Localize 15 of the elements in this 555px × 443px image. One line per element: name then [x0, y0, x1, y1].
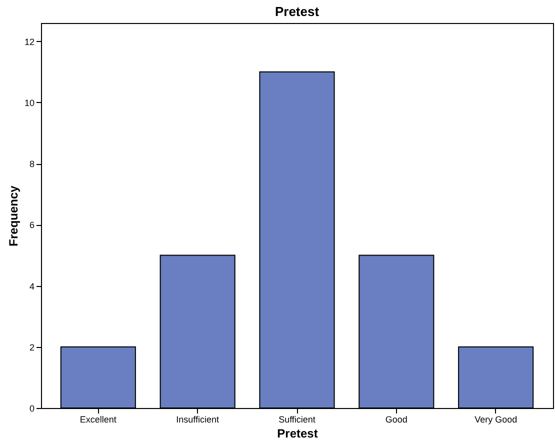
y-tick-label: 12	[24, 36, 34, 47]
x-tick-label: Very Good	[474, 414, 518, 424]
x-tick-label: Insufficient	[176, 414, 220, 424]
y-tick-label: 2	[29, 342, 34, 352]
y-tick-label: 10	[24, 98, 34, 108]
x-axis-title: Pretest	[277, 426, 318, 440]
x-tick-label: Good	[385, 414, 408, 424]
y-tick-label: 0	[29, 404, 34, 414]
x-tick-label: Sufficient	[278, 414, 316, 424]
y-tick-label: 8	[29, 159, 34, 170]
x-tick-label: Excellent	[80, 414, 117, 424]
y-axis-title: Frequency	[6, 185, 20, 246]
y-tick-label: 6	[29, 220, 34, 230]
y-tick-label: 4	[29, 281, 34, 292]
chart-title: Pretest	[274, 4, 320, 19]
